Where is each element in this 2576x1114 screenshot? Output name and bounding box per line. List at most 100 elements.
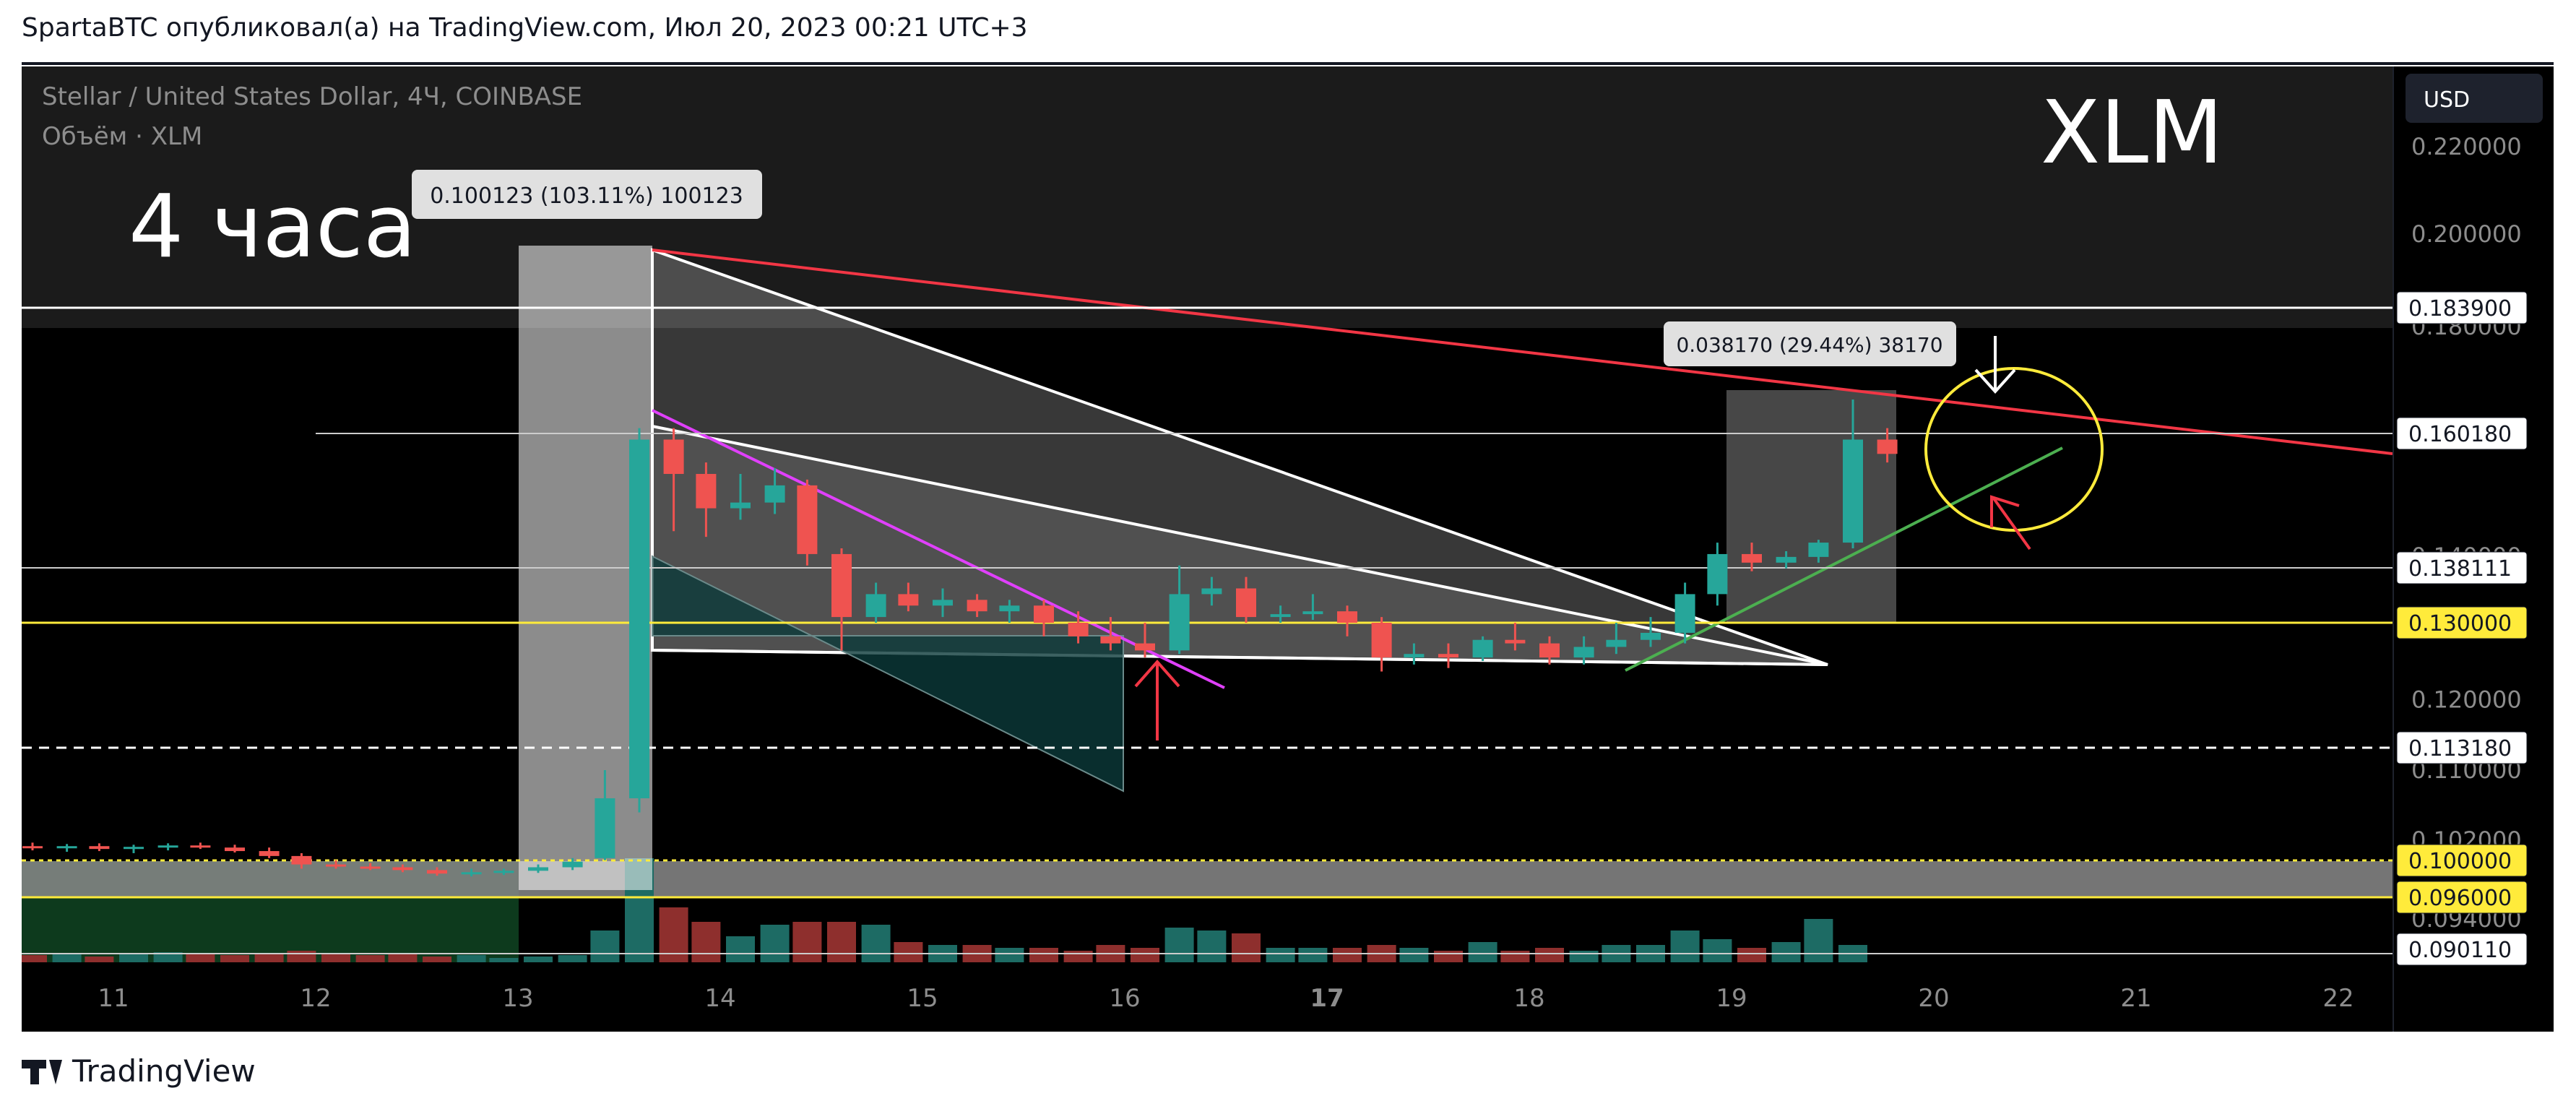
volume-bar xyxy=(1029,948,1058,962)
candle xyxy=(1808,543,1829,557)
time-axis[interactable]: 11 12 13 14 15 16 17 18 19 20 21 22 xyxy=(98,984,2354,1013)
candle xyxy=(999,605,1020,612)
volume-bar xyxy=(186,954,215,962)
volume-bar xyxy=(355,955,385,962)
price-scale[interactable]: 0.2200000.2000000.1800000.1400000.120000… xyxy=(2411,133,2522,933)
candle xyxy=(764,485,785,503)
volume-bar xyxy=(254,954,284,962)
price-tick: 0.200000 xyxy=(2411,220,2522,248)
volume-bar xyxy=(287,951,316,962)
candle xyxy=(1302,611,1323,615)
price-tick: 0.220000 xyxy=(2411,133,2522,160)
volume-bar xyxy=(1670,931,1700,962)
measure-label-right: 0.038170 (29.44%) 38170 xyxy=(1664,321,1956,366)
measure-label-left: 0.100123 (103.11%) 100123 xyxy=(412,170,762,219)
candle xyxy=(1201,588,1222,595)
candle xyxy=(1877,439,1898,454)
volume-bar xyxy=(388,954,418,962)
volume-bar xyxy=(792,922,822,962)
support-band xyxy=(22,861,2393,897)
volume-bar xyxy=(1298,948,1328,962)
currency-label: USD xyxy=(2424,87,2470,113)
candle xyxy=(493,871,514,873)
uptrend-line xyxy=(1625,446,2063,672)
candle xyxy=(1438,654,1458,658)
candle xyxy=(1404,654,1425,658)
candle xyxy=(1068,623,1089,636)
price-label-text: 0.113180 xyxy=(2408,736,2512,761)
volume-bar xyxy=(22,955,47,962)
price-label-box xyxy=(2396,844,2528,877)
price-tick: 0.120000 xyxy=(2411,686,2522,714)
price-label-box xyxy=(2396,731,2528,764)
volume-bar xyxy=(1063,951,1093,962)
candle xyxy=(225,847,245,852)
time-tick: 18 xyxy=(1513,984,1544,1013)
volume-bar xyxy=(52,954,82,962)
volume-bar xyxy=(85,957,114,962)
volume-bar xyxy=(1804,919,1833,962)
time-tick: 20 xyxy=(1918,984,1949,1013)
candle xyxy=(562,861,583,868)
measure-box-right xyxy=(1726,390,1896,623)
volume-bar xyxy=(1500,951,1530,962)
candle xyxy=(1034,605,1054,623)
candle xyxy=(967,600,987,612)
price-label-text: 0.183900 xyxy=(2408,296,2512,321)
candle xyxy=(1641,632,1661,640)
candle xyxy=(190,845,211,848)
volume-bar xyxy=(321,954,350,962)
candle xyxy=(124,847,144,850)
candle xyxy=(1371,623,1392,658)
volume-bar xyxy=(1164,928,1194,962)
volume-bar xyxy=(995,948,1024,962)
symbol-line: Stellar / United States Dollar, 4Ч, COIN… xyxy=(42,82,582,111)
price-label-text: 0.138111 xyxy=(2408,556,2512,582)
candle xyxy=(360,866,381,869)
time-tick: 16 xyxy=(1109,984,1140,1013)
tradingview-logo[interactable]: TradingView xyxy=(22,1053,256,1089)
price-label-text: 0.160180 xyxy=(2408,422,2512,447)
volume-bar xyxy=(1771,942,1801,962)
candle xyxy=(157,845,178,848)
candle xyxy=(797,485,818,554)
candle xyxy=(1573,647,1594,658)
candle xyxy=(1236,588,1256,618)
volume-bar xyxy=(894,942,923,962)
candle xyxy=(427,870,447,874)
candle xyxy=(595,798,615,858)
volume-bar xyxy=(1197,931,1227,962)
volume-bar xyxy=(220,955,249,962)
descending-resistance-line xyxy=(652,249,2393,455)
volume-bar xyxy=(827,922,856,962)
candle xyxy=(1606,639,1627,647)
candle xyxy=(1674,594,1695,633)
levels-layer xyxy=(22,306,2393,954)
volume-bar xyxy=(1434,951,1463,962)
currency-button[interactable]: USD xyxy=(2406,74,2543,123)
target-circle xyxy=(1924,367,2104,532)
price-label-box xyxy=(2396,606,2528,639)
candle xyxy=(696,474,717,509)
candle xyxy=(1505,639,1526,644)
price-label-text: 0.096000 xyxy=(2408,886,2512,911)
timeframe-note: 4 часа xyxy=(129,177,416,277)
volume-bar xyxy=(1131,948,1159,962)
volume-bar xyxy=(1333,948,1362,962)
volume-bar xyxy=(1569,951,1599,962)
candle xyxy=(461,872,482,875)
volume-bar xyxy=(524,957,553,962)
price-label-box xyxy=(2396,551,2528,584)
candle xyxy=(1169,594,1190,651)
tradingview-brand: TradingView xyxy=(72,1053,256,1089)
candle xyxy=(89,846,110,850)
zones-layer xyxy=(22,66,2393,962)
measure-label-left-text: 0.100123 (103.11%) 100123 xyxy=(430,183,743,209)
candle xyxy=(898,594,919,606)
header-divider xyxy=(22,62,2554,65)
downtrend-line xyxy=(652,409,1225,689)
volume-bar xyxy=(457,955,486,962)
volume-bar xyxy=(1737,948,1766,962)
volume-bar xyxy=(489,958,519,962)
